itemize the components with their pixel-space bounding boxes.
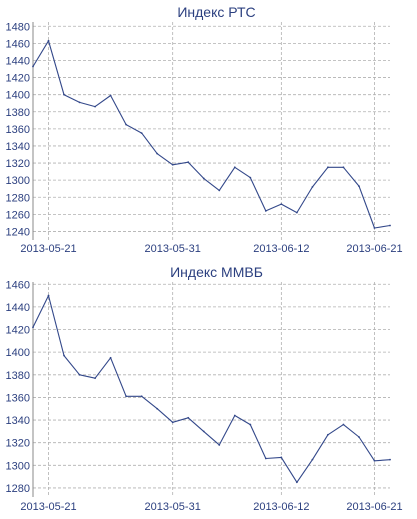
rts-y-tick-label: 1440: [6, 55, 30, 67]
rts-data-point: [47, 39, 50, 42]
rts-y-tick-label: 1360: [6, 124, 30, 136]
micex-data-point: [202, 430, 205, 433]
rts-chart-title: Индекс РТС: [177, 4, 255, 20]
rts-data-point: [63, 93, 65, 96]
micex-series-line: [32, 295, 391, 483]
micex-data-point: [47, 294, 50, 297]
micex-data-point: [358, 436, 360, 438]
rts-data-point: [187, 161, 190, 164]
rts-y-tick-label: 1400: [6, 90, 30, 102]
micex-data-point: [233, 414, 236, 417]
micex-x-tick-label: 2013-05-31: [145, 501, 201, 513]
micex-y-tick-label: 1340: [6, 415, 30, 427]
rts-y-tick-label: 1240: [6, 226, 30, 238]
micex-data-point: [342, 423, 345, 426]
rts-data-point: [233, 166, 236, 169]
micex-data-point: [140, 395, 143, 398]
rts-series-line: [32, 40, 391, 229]
micex-y-tick-label: 1420: [6, 325, 30, 337]
rts-data-point: [264, 210, 267, 212]
rts-y-tick-label: 1340: [6, 141, 30, 153]
micex-x-tick-label: 2013-06-12: [253, 501, 309, 513]
rts-data-point: [311, 186, 314, 188]
micex-data-point: [218, 444, 221, 446]
rts-data-point: [249, 176, 252, 179]
rts-data-point: [109, 94, 112, 97]
rts-x-tick-label: 2013-06-21: [346, 243, 402, 255]
micex-data-point: [264, 457, 267, 460]
micex-y-tick-label: 1380: [6, 370, 30, 382]
rts-data-point: [358, 185, 360, 188]
rts-x-tick-label: 2013-05-21: [20, 243, 76, 255]
micex-y-tick-label: 1280: [6, 483, 30, 495]
micex-x-tick-label: 2013-06-21: [346, 501, 402, 513]
rts-data-point: [156, 152, 159, 155]
micex-data-point: [187, 416, 190, 419]
micex-x-tick-label: 2013-05-21: [20, 501, 76, 513]
rts-data-point: [202, 177, 205, 180]
micex-data-point: [171, 421, 174, 424]
rts-data-point: [280, 203, 283, 205]
micex-data-point: [295, 481, 298, 484]
rts-data-point: [32, 65, 34, 68]
rts-y-tick-label: 1300: [6, 175, 30, 187]
rts-data-point: [94, 105, 96, 108]
rts-data-point: [78, 101, 81, 104]
micex-data-point: [311, 458, 314, 461]
micex-data-point: [125, 395, 128, 398]
rts-y-tick-label: 1480: [6, 21, 30, 33]
micex-y-tick-label: 1440: [6, 302, 30, 314]
micex-data-point: [63, 354, 65, 357]
micex-index-chart: Индекс ММВБ 1280 1300 1320 1340 1360 1380 1400 1…: [6, 264, 403, 513]
micex-data-point: [327, 433, 329, 436]
rts-data-point: [342, 166, 345, 169]
micex-data-point: [156, 407, 159, 410]
rts-x-tick-label: 2013-05-31: [145, 243, 201, 255]
rts-y-tick-label: 1280: [6, 192, 30, 204]
micex-data-point: [32, 326, 34, 329]
micex-data-point: [109, 356, 112, 359]
micex-data-point: [280, 456, 283, 459]
micex-data-point: [249, 423, 252, 426]
micex-y-tick-label: 1460: [6, 279, 30, 291]
micex-data-point: [94, 377, 96, 380]
micex-y-tick-label: 1300: [6, 460, 30, 472]
rts-x-tick-label: 2013-06-12: [253, 243, 309, 255]
rts-data-point: [373, 227, 376, 229]
micex-y-tick-label: 1400: [6, 347, 30, 359]
micex-chart-title: Индекс ММВБ: [170, 264, 263, 280]
rts-index-chart: Индекс РТС 1240 1260 1280 1300 1320 1340 1360 13…: [6, 4, 403, 255]
rts-y-tick-label: 1260: [6, 209, 30, 221]
rts-y-tick-label: 1320: [6, 158, 30, 170]
micex-y-tick-label: 1320: [6, 438, 30, 450]
micex-data-point: [373, 459, 376, 462]
rts-y-tick-label: 1460: [6, 38, 30, 50]
rts-y-tick-label: 1380: [6, 107, 30, 119]
rts-data-point: [389, 224, 391, 227]
rts-data-point: [218, 189, 221, 192]
rts-data-point: [140, 132, 143, 135]
rts-y-tick-label: 1420: [6, 73, 30, 85]
rts-data-point: [295, 211, 298, 214]
rts-data-point: [171, 163, 174, 166]
rts-data-point: [327, 166, 329, 169]
rts-data-point: [125, 123, 128, 126]
micex-data-point: [389, 458, 391, 461]
micex-y-tick-label: 1360: [6, 392, 30, 404]
micex-data-point: [78, 373, 81, 376]
